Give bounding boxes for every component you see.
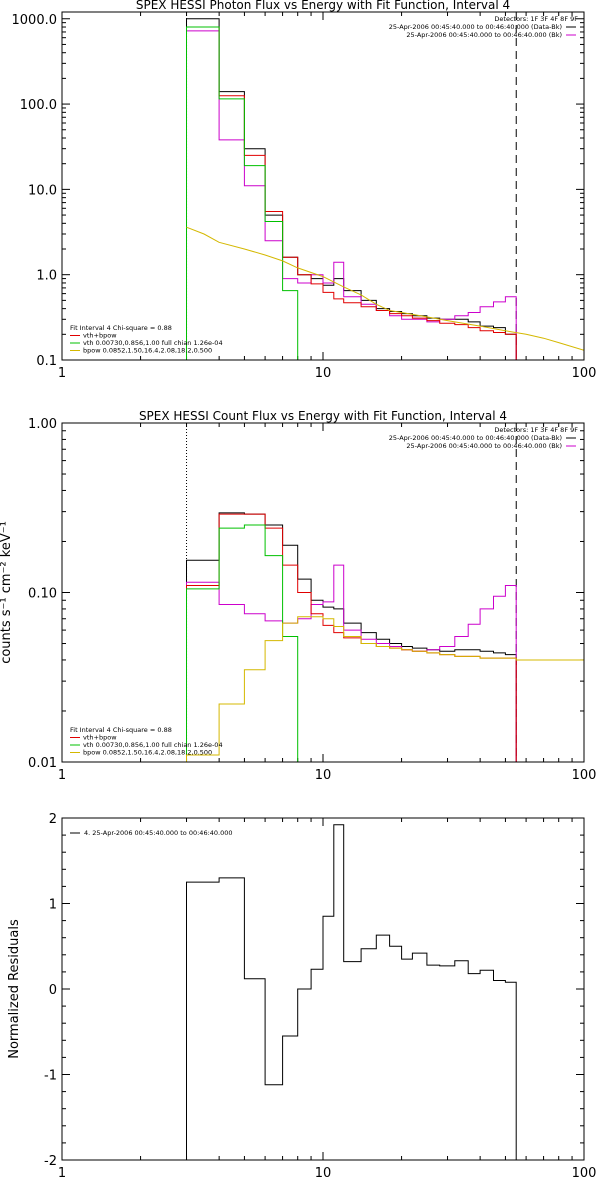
y-tick-label: 0.1 (36, 354, 57, 369)
plot-frame (61, 422, 585, 763)
series-bpow (186, 616, 584, 762)
x-tick-label: 1 (58, 768, 66, 783)
series-vth-bpow (186, 513, 517, 762)
series-bpow (186, 226, 584, 351)
x-tick-label: 100 (572, 1166, 597, 1181)
x-tick-label: 100 (572, 366, 597, 381)
data-legend-entry: 25-Apr-2006 00:45:40.000 to 00:46:40.000… (406, 31, 562, 39)
x-tick-label: 10 (315, 768, 332, 783)
plot-frame (61, 11, 585, 361)
series-vth (186, 26, 312, 360)
x-tick-label: 100 (572, 768, 597, 783)
x-tick-label: 1 (58, 1166, 66, 1181)
x-tick-label: 1 (58, 366, 66, 381)
y-tick-label: 0.10 (28, 587, 57, 602)
y-tick-label: 1000.0 (12, 13, 58, 28)
y-tick-label: -2 (44, 1154, 57, 1169)
x-tick-label: 10 (315, 1166, 332, 1181)
series-vth-bpow (186, 26, 517, 360)
x-tick-label: 10 (315, 366, 332, 381)
y-tick-label: 2 (49, 812, 57, 827)
series-residuals (186, 824, 517, 1160)
plot-area (186, 12, 584, 360)
series-data-bk (186, 512, 517, 762)
y-tick-label: 0.01 (28, 756, 57, 771)
panel-1: SPEX HESSI Photon Flux vs Energy with Fi… (12, 0, 597, 381)
fit-legend-entry: vth+bpow (83, 332, 117, 340)
fit-legend-entry: vth 0.00730,0.856,1.00 full chian 1.26e-… (83, 741, 223, 749)
y-tick-label: 100.0 (20, 98, 57, 113)
panel-2: SPEX HESSI Count Flux vs Energy with Fit… (0, 409, 596, 783)
y-tick-label: 10.0 (28, 183, 57, 198)
fit-legend-header: Fit Interval 4 Chi-square = 0.88 (70, 726, 172, 734)
y-axis-label: Normalized Residuals (7, 919, 22, 1059)
y-tick-label: 1.0 (36, 269, 57, 284)
fit-legend-entry: vth+bpow (83, 734, 117, 742)
y-tick-label: -1 (44, 1069, 57, 1084)
detectors-label: Detectors: 1F 3F 4F 8F 9F (494, 15, 578, 23)
plot-frame (61, 817, 585, 1161)
fit-legend-entry: vth 0.00730,0.856,1.00 full chian 1.26e-… (83, 339, 223, 347)
series-bk (186, 564, 517, 762)
series-bk (186, 30, 517, 360)
y-tick-label: 1.00 (28, 417, 57, 432)
data-legend-entry: 25-Apr-2006 00:45:40.000 to 00:46:40.000… (389, 23, 562, 31)
fit-legend-entry: bpow 0.0852,1.50,16.4,2.08,18.2,0.500 (83, 347, 212, 355)
y-tick-label: 1 (49, 898, 57, 913)
fit-legend-entry: bpow 0.0852,1.50,16.4,2.08,18.2,0.500 (83, 749, 212, 757)
detectors-label: Detectors: 1F 3F 4F 8F 9F (494, 426, 578, 434)
residual-legend-entry: 4. 25-Apr-2006 00:45:40.000 to 00:46:40.… (84, 829, 233, 837)
data-legend-entry: 25-Apr-2006 00:45:40.000 to 00:46:40.000… (389, 434, 562, 442)
panel-3: 1 10 100 -2 -1 0 1 2 Normalized Residuals 4. 25-A… (7, 812, 596, 1181)
fit-legend-header: Fit Interval 4 Chi-square = 0.88 (70, 324, 172, 332)
series-vth (186, 524, 312, 762)
plot-area (186, 824, 517, 1160)
y-tick-label: 0 (49, 983, 57, 998)
plot-area (186, 423, 584, 762)
chart-title: SPEX HESSI Photon Flux vs Energy with Fi… (136, 0, 510, 12)
y-axis-label: counts s⁻¹ cm⁻² keV⁻¹ (0, 521, 14, 664)
chart-title: SPEX HESSI Count Flux vs Energy with Fit… (139, 409, 507, 423)
data-legend-entry: 25-Apr-2006 00:45:40.000 to 00:46:40.000… (406, 442, 562, 450)
series-data-bk (186, 18, 517, 360)
